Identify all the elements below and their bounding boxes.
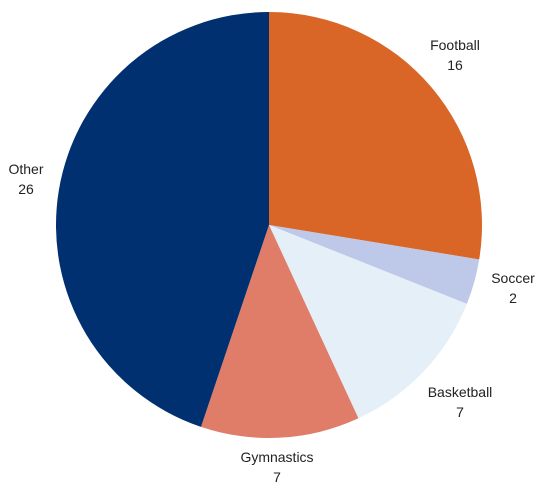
slice-label-name: Other — [8, 161, 43, 177]
slice-label-football: Football 16 — [430, 37, 480, 73]
pie-slices — [56, 12, 482, 438]
slice-label-basketball: Basketball 7 — [428, 384, 493, 420]
slice-label-name: Soccer — [491, 270, 535, 286]
slice-label-value: 7 — [273, 469, 281, 485]
slice-label-value: 16 — [447, 57, 463, 73]
slice-label-other: Other 26 — [8, 161, 43, 197]
slice-label-soccer: Soccer 2 — [491, 270, 535, 306]
slice-label-name: Football — [430, 37, 480, 53]
pie-slice-basketball[interactable] — [269, 225, 467, 419]
slice-label-gymnastics: Gymnastics 7 — [240, 449, 313, 485]
pie-labels: Football 16 Soccer 2 Basketball 7 Gymnastics 7 O… — [8, 37, 535, 485]
slice-label-value: 7 — [456, 404, 464, 420]
slice-label-value: 2 — [509, 290, 517, 306]
slice-label-name: Gymnastics — [240, 449, 313, 465]
pie-slice-other[interactable] — [56, 12, 269, 427]
pie-slice-gymnastics[interactable] — [200, 225, 359, 438]
pie-slice-soccer[interactable] — [269, 225, 480, 304]
slice-label-value: 26 — [18, 181, 34, 197]
pie-slice-football[interactable] — [269, 12, 482, 260]
slice-label-name: Basketball — [428, 384, 493, 400]
